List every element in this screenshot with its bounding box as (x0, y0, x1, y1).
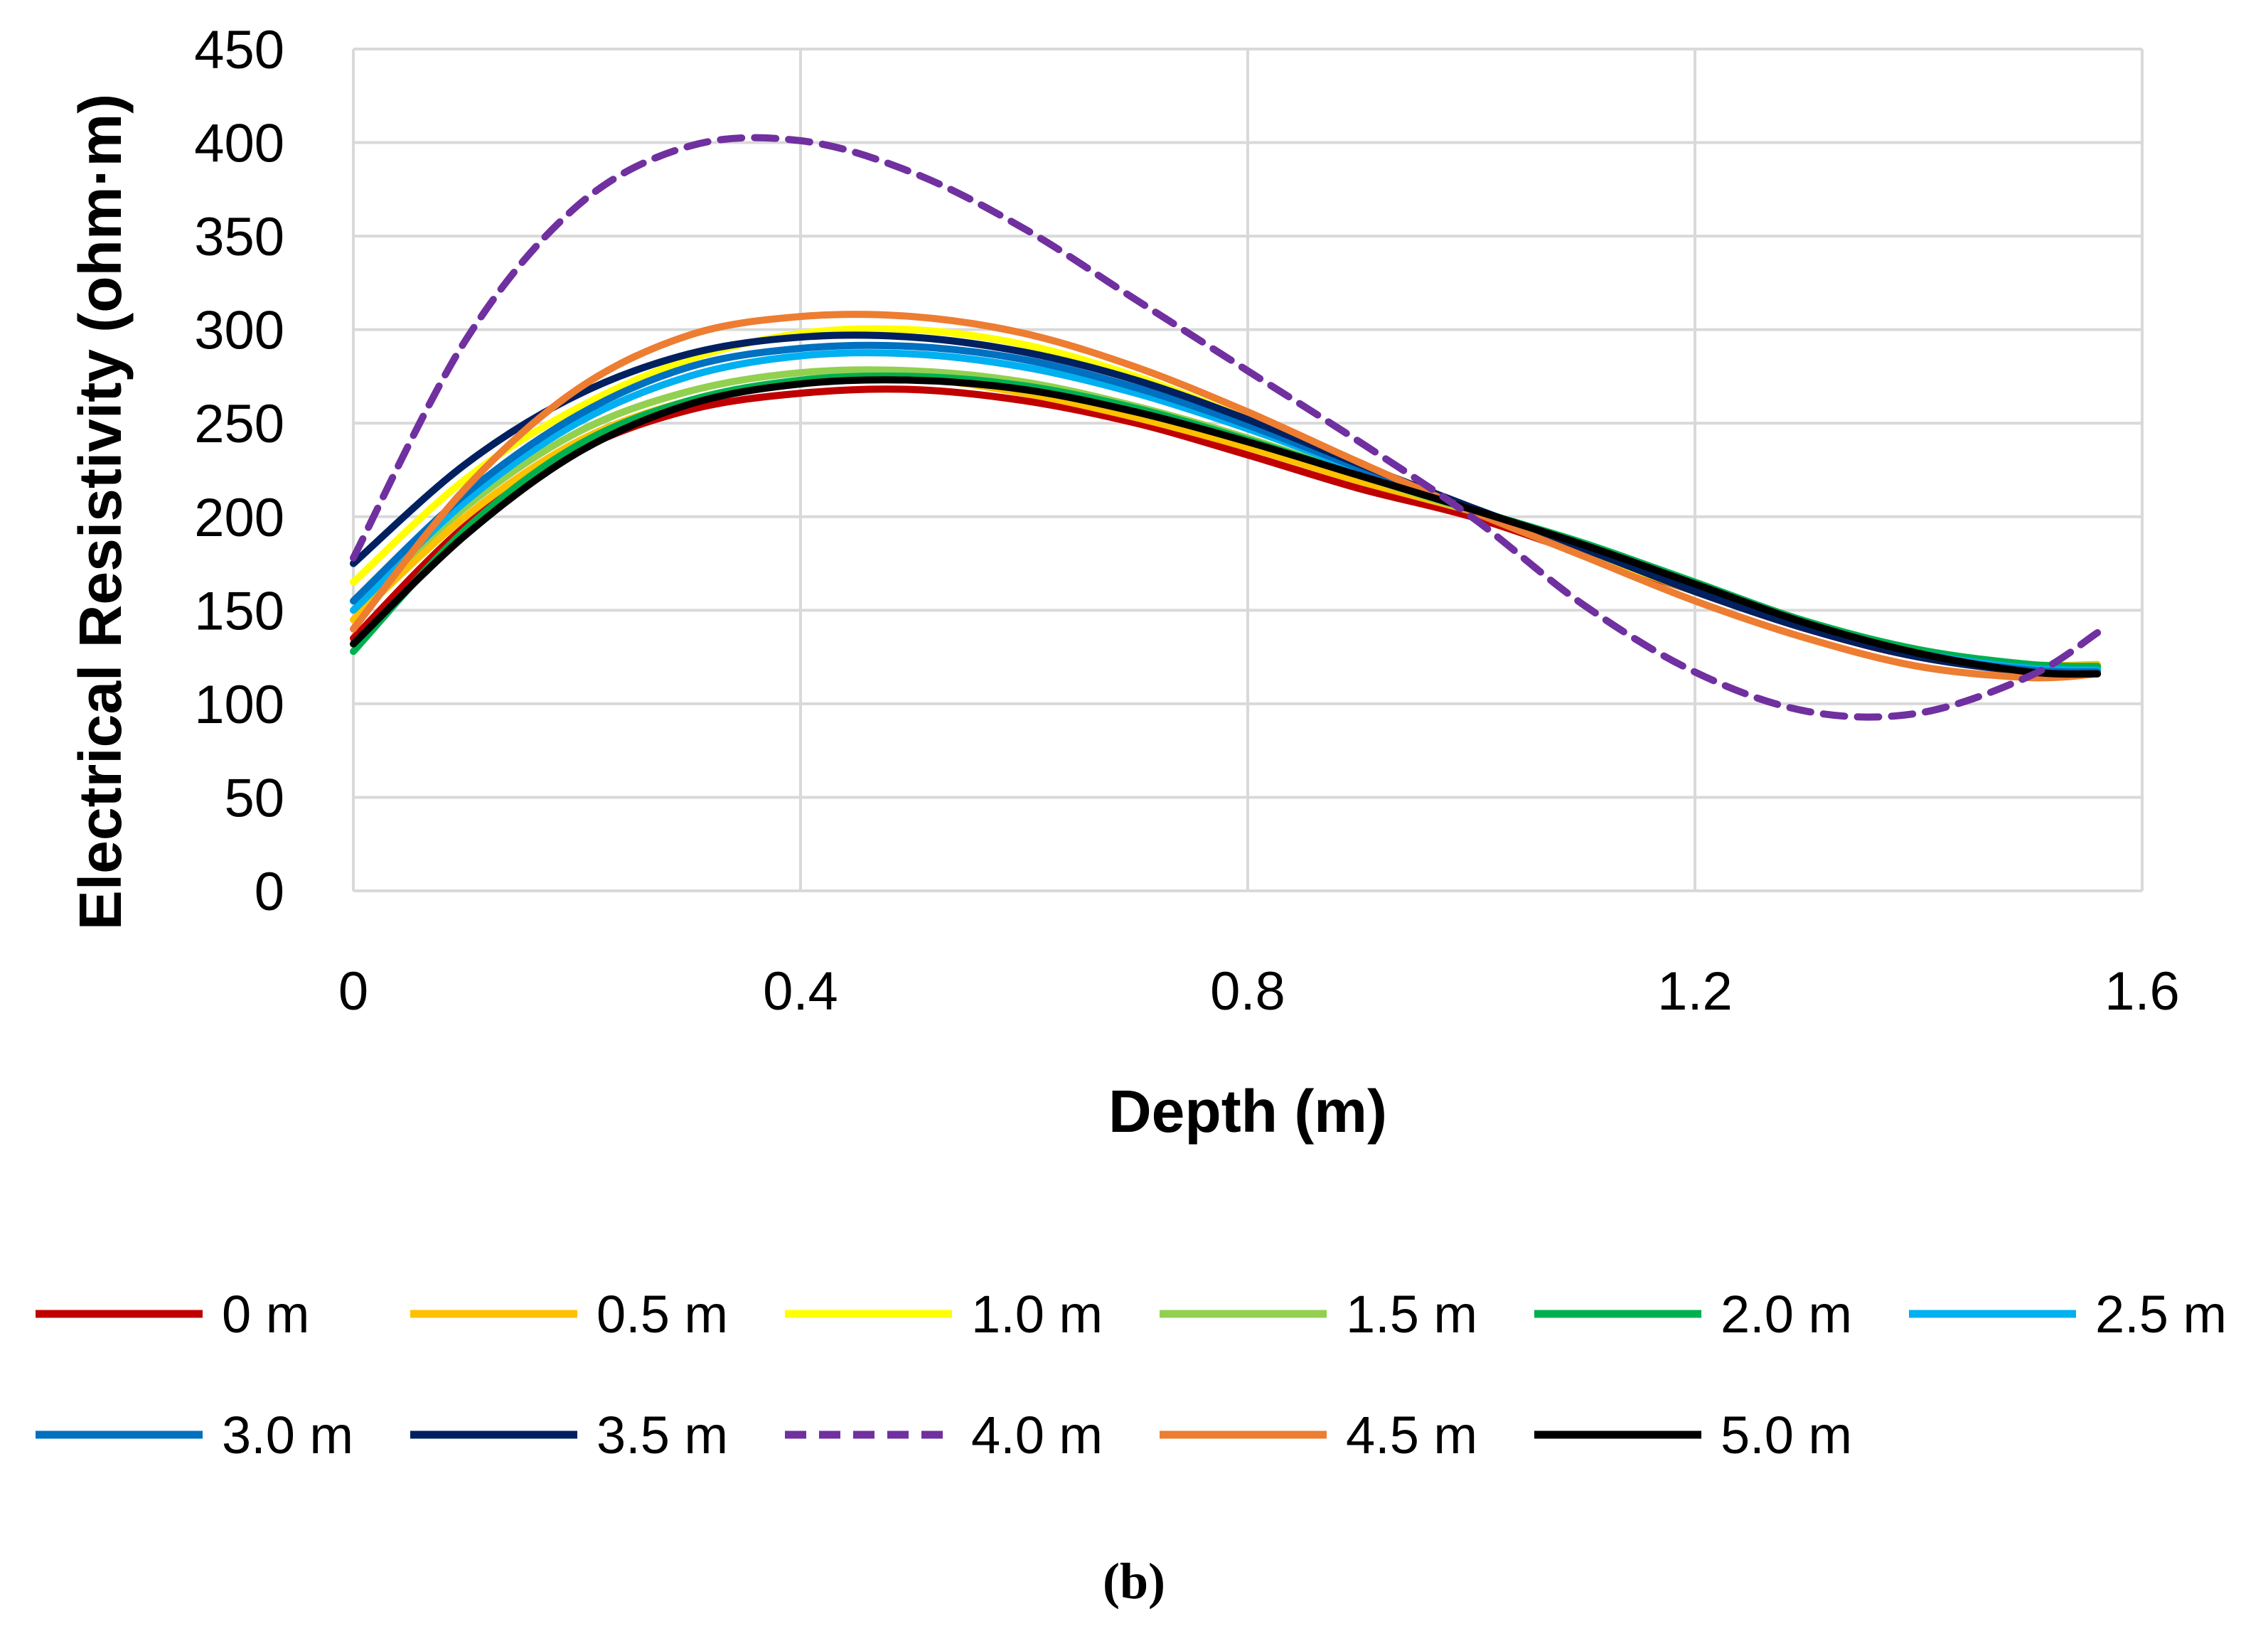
legend-item: 3.5 m (410, 1406, 728, 1465)
y-tick-label: 450 (194, 20, 284, 80)
legend-label: 3.0 m (222, 1406, 353, 1465)
figure-caption: (b) (1103, 1553, 1165, 1610)
legend-label: 2.0 m (1721, 1285, 1852, 1344)
x-axis-title: Depth (m) (1108, 1078, 1387, 1145)
legend-item: 2.5 m (1909, 1285, 2227, 1344)
legend-item: 1.5 m (1160, 1285, 1477, 1344)
y-tick-label: 150 (194, 581, 284, 641)
tick-layer: 0 50 100 150 200 250 300 350 400 450 0 0.4 0.8 1.2 1.6 (194, 20, 2180, 1022)
legend-label: 1.0 m (971, 1285, 1103, 1344)
grid-layer (352, 48, 2144, 892)
series-layer (350, 134, 2102, 721)
x-tick-label: 0 (338, 961, 368, 1022)
legend-item: 0.5 m (410, 1285, 728, 1344)
y-axis-title: Electrical Resistivity (ohm·m) (67, 94, 134, 930)
legend-label: 5.0 m (1721, 1406, 1852, 1465)
legend-label: 4.5 m (1346, 1406, 1477, 1465)
legend: 0 m 0.5 m 1.0 m 1.5 m 2.0 m 2.5 m 3.0 m 3.5 m 4.… (36, 1285, 2227, 1465)
legend-item: 0 m (36, 1285, 309, 1344)
legend-item: 4.0 m (785, 1406, 1103, 1465)
y-tick-label: 350 (194, 207, 284, 267)
x-tick-label: 1.6 (2104, 961, 2180, 1022)
legend-label: 0.5 m (597, 1285, 728, 1344)
legend-label: 4.0 m (971, 1406, 1103, 1465)
series-line-5-0m (350, 376, 2102, 678)
legend-item: 1.0 m (785, 1285, 1103, 1344)
legend-item: 4.5 m (1160, 1406, 1477, 1465)
y-tick-label: 0 (255, 862, 284, 922)
legend-label: 3.5 m (597, 1406, 728, 1465)
series-line-3-0m (350, 341, 2102, 676)
legend-item: 3.0 m (36, 1406, 353, 1465)
y-tick-label: 200 (194, 488, 284, 548)
y-tick-label: 50 (224, 768, 284, 828)
x-tick-label: 0.8 (1210, 961, 1285, 1022)
legend-item: 2.0 m (1534, 1285, 1852, 1344)
series-line-3-5m (350, 331, 2102, 678)
legend-item: 5.0 m (1534, 1406, 1852, 1465)
x-tick-label: 1.2 (1657, 961, 1733, 1022)
series-line-4-5m (350, 311, 2102, 682)
y-tick-label: 100 (194, 675, 284, 735)
legend-label: 1.5 m (1346, 1285, 1477, 1344)
series-line-4-0m (350, 134, 2102, 721)
legend-label: 2.5 m (2095, 1285, 2227, 1344)
y-tick-label: 250 (194, 394, 284, 454)
legend-label: 0 m (222, 1285, 309, 1344)
y-tick-label: 300 (194, 301, 284, 361)
y-tick-label: 400 (194, 114, 284, 174)
x-tick-label: 0.4 (763, 961, 838, 1022)
